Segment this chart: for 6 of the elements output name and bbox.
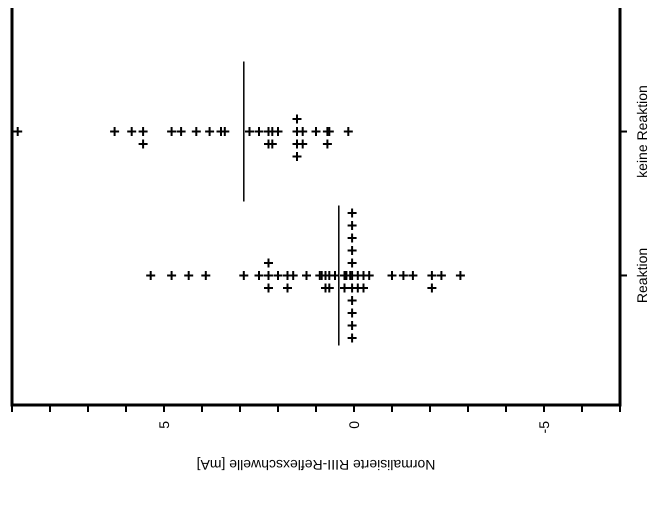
x-tick-label: 0 [346, 420, 362, 429]
x-axis-title: Normalisierte RIII-Reflexschwelle [mA] [196, 457, 436, 474]
x-tick-label: -5 [536, 420, 552, 434]
y-tick-label: keine Reaktion [634, 85, 650, 178]
y-tick-label: Reaktion [634, 248, 650, 304]
x-tick-label: 5 [156, 420, 172, 429]
